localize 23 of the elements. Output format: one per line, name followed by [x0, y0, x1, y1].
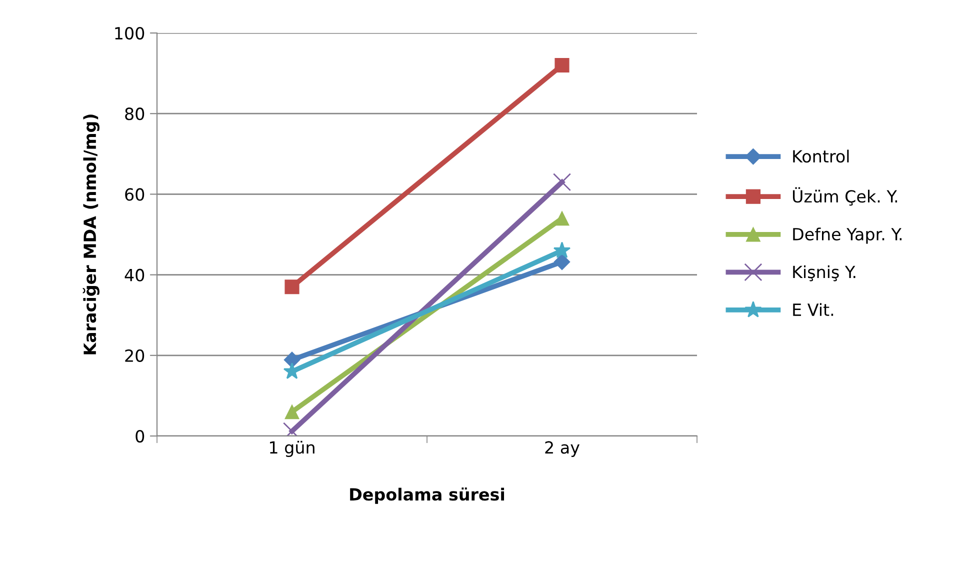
legend-label: Kişniş Y.	[793, 265, 856, 282]
point	[554, 211, 570, 226]
y-tick-label: 40	[124, 268, 144, 282]
point	[284, 352, 300, 368]
y-axis-title: Karaciğer MDA (nmol/mg)	[82, 114, 100, 354]
point	[284, 404, 300, 420]
point	[554, 58, 570, 73]
legend-label: Üzüm Çek. Y.	[792, 187, 898, 206]
point	[554, 254, 570, 270]
point	[553, 242, 571, 258]
point	[552, 173, 572, 192]
y-tick-label: 0	[136, 430, 144, 443]
point	[284, 280, 300, 294]
x-tick-label: 1 gün	[270, 440, 314, 457]
y-tick-label: 80	[125, 108, 144, 120]
y-tick-label: 60	[125, 188, 144, 201]
x-axis-title: Depolama süresi	[350, 488, 504, 504]
legend-label: E Vit.	[793, 303, 834, 316]
y-tick-label: 100	[115, 26, 144, 40]
legend-label: Defne Yapr. Y.	[793, 228, 902, 244]
legend-label: Kontrol	[793, 150, 849, 163]
y-tick-label: 20	[125, 349, 144, 362]
x-tick-label: 2 ay	[545, 441, 580, 457]
